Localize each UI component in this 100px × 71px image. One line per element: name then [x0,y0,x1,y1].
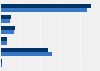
Bar [1,15,11,19]
Bar [1,19,10,23]
Bar [1,48,48,52]
Bar [1,37,7,41]
Bar [1,4,91,8]
Bar [1,52,52,56]
Bar [1,30,14,34]
Bar [1,26,14,30]
Bar [1,59,2,63]
Bar [1,41,7,45]
Bar [1,63,2,67]
Bar [1,8,88,12]
